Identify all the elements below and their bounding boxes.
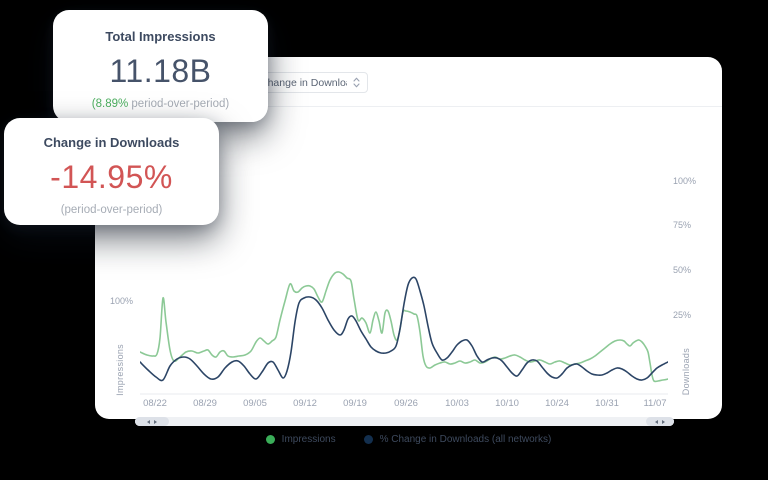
x-axis-tick: 10/24 (545, 398, 569, 409)
select-arrows-icon (353, 77, 360, 88)
x-axis-tick: 09/12 (293, 398, 317, 409)
x-axis-tick: 09/26 (394, 398, 418, 409)
scrollbar-right-buttons[interactable] (646, 417, 674, 426)
y-axis-left-title: Impressions (115, 344, 125, 396)
chart-scrollbar-track[interactable] (135, 417, 674, 426)
y-axis-right-tick: 50% (673, 265, 692, 275)
impressions-card-value: 11.18B (109, 53, 212, 89)
metric-dropdown-value: Change in Downloads (260, 76, 347, 89)
y-axis-right-tick: 75% (673, 220, 692, 230)
x-axis-tick: 08/22 (143, 398, 167, 409)
scroll-forward-icon (154, 419, 157, 424)
impressions-card-title: Total Impressions (105, 29, 216, 44)
change-in-downloads-card: Change in Downloads -14.95% (period-over… (4, 118, 219, 225)
y-axis-right-tick: 25% (673, 310, 692, 320)
downloads-card-title: Change in Downloads (43, 135, 180, 150)
impressions-change-percent: (8.89% (91, 98, 129, 110)
downloads-card-value: -14.95% (50, 159, 173, 195)
series-line--change-in-downloads-all-networks- (140, 276, 668, 382)
chart-body: 100% Impressions 100% 75% 50% 25% Downloads… (95, 107, 722, 445)
legend-label: % Change in Downloads (all networks) (379, 434, 552, 445)
legend-label: Impressions (281, 434, 336, 445)
scroll-back-icon (655, 419, 658, 424)
y-axis-right-tick: 100% (673, 176, 697, 186)
panel-header: Change in Downloads (95, 57, 722, 107)
legend-dot-icon (265, 435, 275, 444)
total-impressions-card: Total Impressions 11.18B (8.89% period-o… (53, 10, 268, 122)
x-axis-tick: 10/31 (595, 398, 619, 409)
chart-legend: Impressions % Change in Downloads (all ne… (95, 434, 722, 445)
x-axis-labels: 08/22 08/29 09/05 09/12 09/19 09/26 10/03 10/10… (95, 398, 722, 410)
x-axis-tick: 08/29 (193, 398, 217, 409)
metric-dropdown[interactable]: Change in Downloads (250, 72, 368, 93)
series-line-impressions (140, 271, 668, 383)
downloads-card-note: (period-over-period) (60, 204, 163, 216)
scrollbar-left-buttons[interactable] (135, 417, 169, 426)
scroll-forward-icon (662, 419, 665, 424)
y-axis-right-title: Downloads (681, 348, 691, 396)
impressions-change-label: period-over-period) (128, 98, 230, 110)
x-axis-tick: 09/19 (343, 398, 367, 409)
x-axis-tick: 09/05 (243, 398, 267, 409)
chart-plot (140, 271, 668, 395)
x-axis-tick: 10/03 (445, 398, 469, 409)
y-axis-left-tick: 100% (109, 296, 133, 306)
legend-dot-icon (363, 435, 373, 444)
legend-item-impressions[interactable]: Impressions (265, 434, 336, 445)
scroll-back-icon (147, 419, 150, 424)
impressions-card-change: (8.89% period-over-period) (53, 98, 268, 110)
legend-item--change-in-downloads-all-networks-[interactable]: % Change in Downloads (all networks) (363, 434, 552, 445)
x-axis-tick: 11/07 (643, 398, 667, 409)
x-axis-tick: 10/10 (495, 398, 519, 409)
